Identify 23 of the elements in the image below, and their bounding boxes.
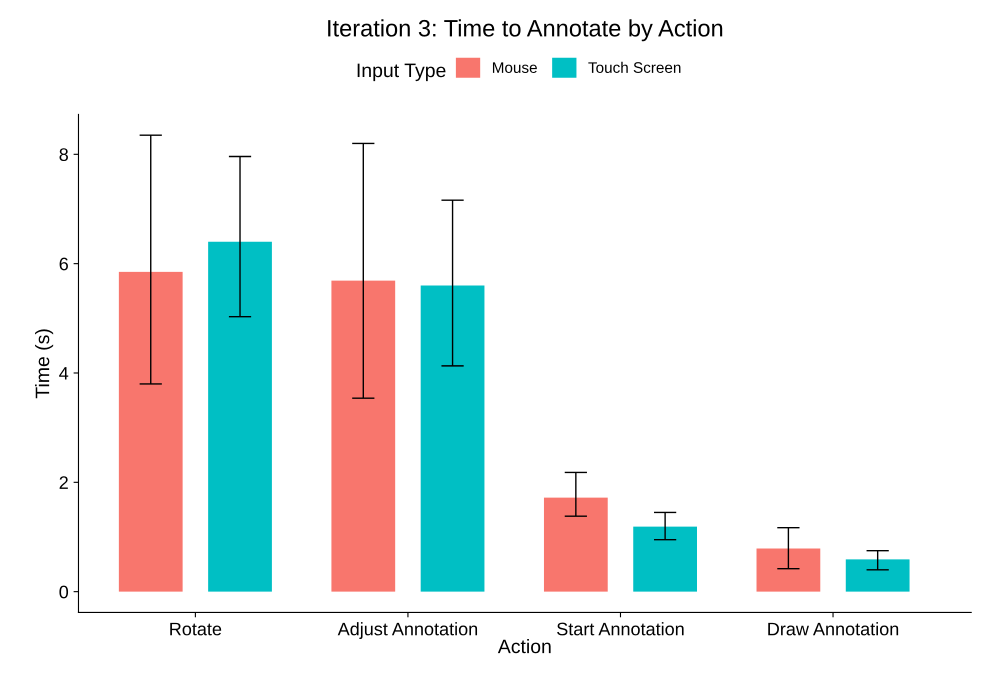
- bar: [544, 498, 608, 592]
- legend-label: Mouse: [492, 62, 537, 73]
- legend-title: Input Type: [358, 64, 446, 82]
- bar: [208, 242, 272, 592]
- y-tick-label: 8: [60, 148, 68, 162]
- y-tick-label: 4: [59, 367, 68, 380]
- bar: [331, 280, 396, 592]
- x-tick-label: Adjust Annotation: [338, 622, 478, 639]
- bar: [756, 548, 820, 592]
- y-axis-title: Time (s): [35, 329, 54, 398]
- legend-label: Touch Screen: [588, 62, 680, 73]
- bar: [420, 286, 484, 592]
- y-tick-label: 6: [60, 258, 68, 270]
- y-tick-label: 2: [60, 476, 68, 489]
- bar: [118, 272, 183, 592]
- bar: [846, 559, 910, 592]
- x-tick-label: Draw Annotation: [768, 622, 898, 636]
- y-tick-label: 0: [59, 586, 68, 598]
- chart-title: Iteration 3: Time to Annotate by Action: [328, 19, 722, 42]
- x-tick-label: Start Annotation: [557, 622, 684, 636]
- bar: [633, 526, 697, 592]
- x-tick-label: Rotate: [170, 622, 222, 636]
- x-axis-title: Action: [498, 638, 551, 654]
